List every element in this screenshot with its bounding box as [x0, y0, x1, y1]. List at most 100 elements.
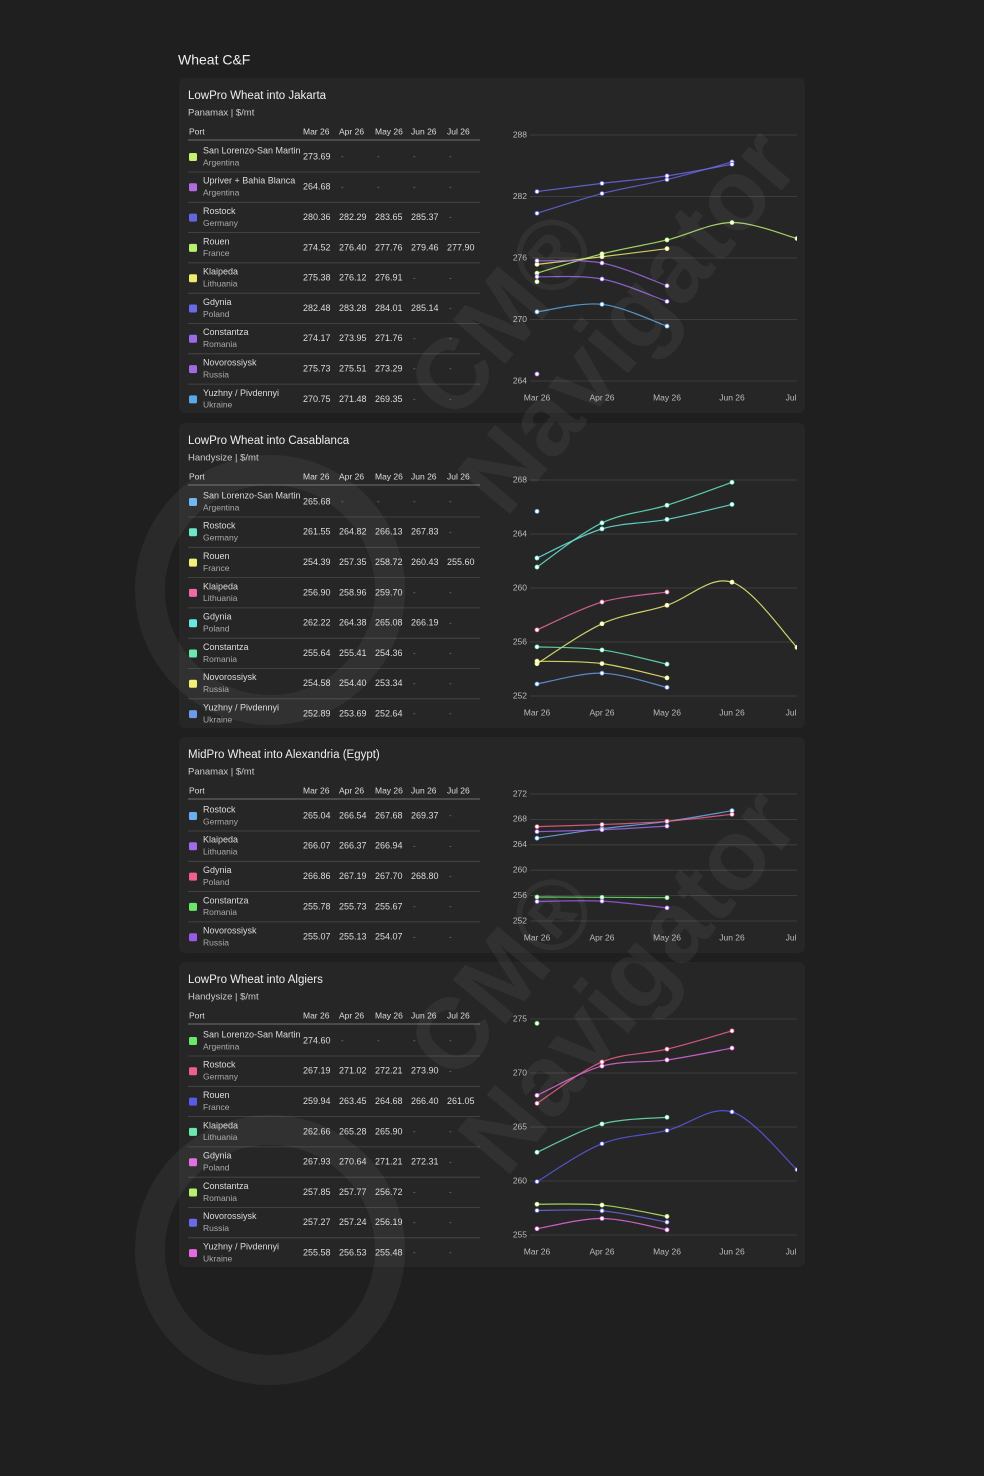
missing-cell: -: [449, 1036, 452, 1045]
x-tick-label: Jul 26: [786, 707, 809, 717]
y-tick-label: 256: [513, 636, 527, 646]
x-tick-label: Apr 26: [589, 932, 614, 942]
x-tick-label: Apr 26: [589, 1246, 614, 1256]
country: Germany: [203, 1072, 239, 1082]
value-cell: 257.35: [339, 557, 367, 567]
port-name: Klaipeda: [203, 267, 238, 277]
country: Argentina: [203, 157, 240, 167]
country: Lithuania: [203, 847, 238, 857]
point: [534, 829, 540, 835]
value-cell: 274.52: [303, 242, 331, 252]
missing-cell: -: [449, 841, 452, 850]
x-tick-label: May 26: [653, 392, 681, 402]
legend-swatch: [189, 243, 197, 252]
y-tick-label: 275: [513, 1013, 527, 1023]
series-line: [536, 1030, 733, 1104]
y-tick-label: 288: [513, 129, 527, 139]
port-name: Yuzhny / Pivdennyi: [203, 1241, 279, 1251]
missing-cell: -: [413, 841, 416, 850]
value-cell: 255.67: [375, 901, 403, 911]
value-cell: 258.72: [375, 557, 403, 567]
value-cell: 271.76: [375, 333, 403, 343]
point: [599, 898, 605, 904]
value-cell: 254.07: [375, 932, 403, 942]
point: [664, 517, 670, 522]
value-cell: 256.72: [375, 1187, 403, 1197]
point: [534, 899, 540, 904]
missing-cell: -: [413, 709, 416, 718]
point: [534, 371, 540, 377]
point: [664, 1227, 670, 1233]
legend-swatch: [189, 1218, 197, 1227]
port-name: Novorossiysk: [203, 1211, 257, 1221]
value-cell: 277.76: [375, 242, 403, 252]
panel-title: LowPro Wheat into Casablanca: [188, 435, 350, 447]
legend-swatch: [189, 213, 197, 222]
missing-cell: -: [449, 1066, 452, 1075]
chart: 252 256 260 264 268 272 Mar 26 Apr 26 May 26 Jun …: [513, 788, 797, 942]
point: [534, 1201, 540, 1207]
point: [534, 189, 540, 194]
point: [599, 1202, 605, 1208]
missing-cell: -: [449, 709, 452, 718]
point: [599, 894, 605, 900]
country: Poland: [203, 309, 230, 319]
chart: 264 270 276 282 288 Mar 26 Apr 26 May 26 Jun 26 J…: [513, 129, 797, 402]
x-tick-label: May 26: [653, 1246, 681, 1256]
value-cell: 266.07: [303, 841, 331, 851]
point: [664, 1114, 670, 1120]
missing-cell: -: [449, 364, 452, 373]
x-tick-label: Jun 26: [719, 707, 745, 717]
legend-swatch: [189, 619, 197, 628]
column-header: Jul 26: [447, 126, 470, 136]
country: Russia: [203, 684, 229, 694]
point: [599, 599, 605, 605]
port-name: Novorossiysk: [203, 357, 257, 367]
legend-swatch: [189, 304, 197, 313]
column-header: May 26: [375, 471, 403, 481]
panel: [179, 423, 805, 728]
point: [534, 555, 540, 561]
missing-cell: -: [449, 304, 452, 313]
panel-title: LowPro Wheat into Jakarta: [188, 90, 327, 102]
x-tick-label: May 26: [653, 707, 681, 717]
country: Argentina: [203, 502, 240, 512]
panel-subtitle: Panamax | $/mt: [188, 767, 255, 778]
value-cell: 267.19: [303, 1066, 331, 1076]
point: [599, 1121, 605, 1127]
value-cell: 259.70: [375, 587, 403, 597]
missing-cell: -: [449, 182, 452, 191]
country: Poland: [203, 623, 230, 633]
value-cell: 273.90: [411, 1066, 439, 1076]
value-cell: 254.39: [303, 557, 331, 567]
panel-title: LowPro Wheat into Algiers: [188, 974, 323, 986]
point: [664, 1219, 670, 1225]
port-name: Rostock: [203, 206, 236, 216]
missing-cell: -: [413, 334, 416, 343]
point: [534, 564, 540, 570]
missing-cell: -: [449, 679, 452, 688]
country: Romania: [203, 654, 237, 664]
port-name: Gdynia: [203, 1151, 232, 1161]
value-cell: 273.95: [339, 333, 367, 343]
value-cell: 269.37: [411, 810, 439, 820]
point: [534, 835, 540, 841]
value-cell: 257.24: [339, 1217, 367, 1227]
missing-cell: -: [341, 1036, 344, 1045]
country: Russia: [203, 1223, 229, 1233]
value-cell: 284.01: [375, 303, 403, 313]
missing-cell: -: [341, 152, 344, 161]
value-cell: 257.27: [303, 1217, 331, 1227]
series-line: [536, 1047, 733, 1096]
y-tick-label: 264: [513, 375, 527, 385]
legend-swatch: [189, 812, 197, 820]
missing-cell: -: [377, 497, 380, 506]
value-cell: 276.40: [339, 242, 367, 252]
port-name: Yuzhny / Pivdennyi: [203, 702, 279, 712]
point: [794, 1167, 797, 1173]
value-cell: 255.58: [303, 1247, 331, 1257]
legend-swatch: [189, 842, 197, 851]
point: [534, 1149, 540, 1155]
value-cell: 285.14: [411, 303, 439, 313]
panel-title: MidPro Wheat into Alexandria (Egypt): [188, 749, 380, 761]
